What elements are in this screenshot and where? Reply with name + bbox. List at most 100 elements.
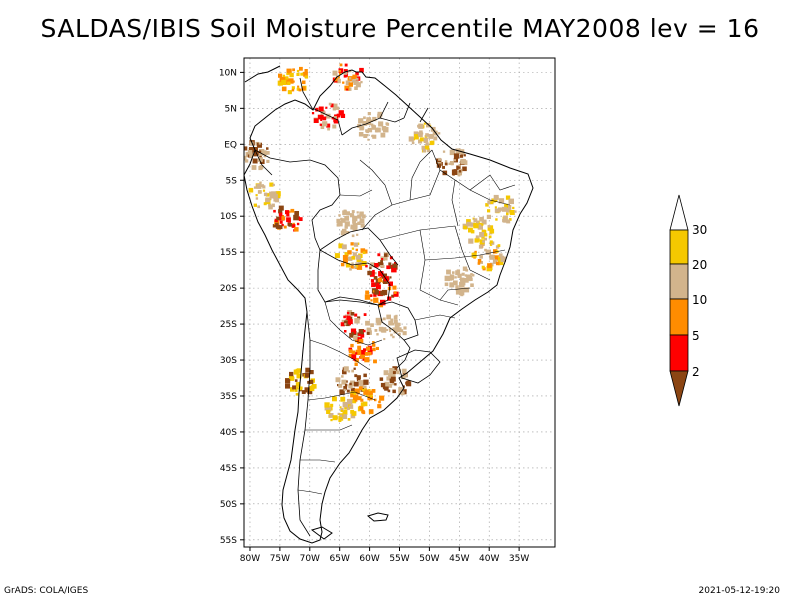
percentile-cell xyxy=(340,322,345,327)
percentile-cell xyxy=(332,70,338,76)
percentile-cell xyxy=(473,218,478,223)
percentile-cell xyxy=(337,412,340,415)
percentile-cell xyxy=(339,63,343,67)
graticule xyxy=(244,58,555,547)
percentile-cell xyxy=(253,203,257,207)
percentile-cell xyxy=(338,214,341,217)
percentile-cell xyxy=(354,357,359,363)
percentile-cell xyxy=(395,327,401,333)
percentile-cell xyxy=(498,259,504,266)
percentile-cell xyxy=(458,163,462,167)
percentile-cell xyxy=(344,216,350,221)
percentile-cell xyxy=(371,134,374,138)
border-argentina-bolivia xyxy=(324,299,379,306)
percentile-cell xyxy=(383,276,389,282)
percentile-cell xyxy=(325,113,331,119)
percentile-cell xyxy=(297,85,300,88)
percentile-cell xyxy=(355,262,359,266)
percentile-cell xyxy=(349,77,352,80)
percentile-cell xyxy=(301,80,306,85)
percentile-cell xyxy=(358,380,364,386)
percentile-cell xyxy=(343,69,348,74)
percentile-cell xyxy=(330,403,334,407)
percentile-cell xyxy=(290,387,295,392)
percentile-cell xyxy=(444,160,448,163)
percentile-cell xyxy=(477,262,481,265)
percentile-cell xyxy=(338,415,344,421)
percentile-cell xyxy=(353,242,359,247)
percentile-cell xyxy=(341,375,344,378)
percentile-cell xyxy=(294,389,298,392)
percentile-cell xyxy=(426,123,431,128)
percentile-cell xyxy=(338,70,341,73)
percentile-cell xyxy=(255,194,258,197)
lat-tick-label: 35S xyxy=(220,392,237,402)
percentile-cell xyxy=(362,357,366,361)
percentile-cell xyxy=(274,220,280,225)
percentile-cell xyxy=(285,378,291,384)
percentile-cell xyxy=(370,299,373,302)
percentile-cell xyxy=(347,418,351,421)
percentile-cell xyxy=(348,403,351,406)
percentile-cell xyxy=(351,79,356,83)
border-colombia-venezuela xyxy=(299,77,343,136)
percentile-cell xyxy=(350,393,354,398)
percentile-cell xyxy=(395,314,398,318)
percentile-cell xyxy=(345,402,351,408)
percentile-cell xyxy=(394,262,397,265)
percentile-cell xyxy=(344,221,350,227)
percentile-cell xyxy=(275,222,279,227)
percentile-cell xyxy=(277,191,280,194)
percentile-cell xyxy=(340,262,345,267)
percentile-cell xyxy=(356,211,359,214)
percentile-cell xyxy=(394,322,400,328)
lon-tick-label: 70W xyxy=(300,554,320,564)
percentile-cell xyxy=(448,162,451,165)
percentile-cell xyxy=(491,198,496,203)
percentile-cell xyxy=(336,78,341,84)
percentile-cell xyxy=(350,380,355,386)
percentile-cell xyxy=(371,282,376,288)
percentile-cell xyxy=(421,132,424,135)
percentile-cell xyxy=(352,215,355,218)
percentile-cell xyxy=(249,153,253,158)
percentile-cell xyxy=(351,210,355,213)
percentile-cell xyxy=(343,71,348,75)
percentile-cell xyxy=(244,155,247,161)
percentile-cell xyxy=(351,262,354,265)
percentile-cell xyxy=(423,122,426,125)
percentile-cell xyxy=(249,147,255,153)
grads-credit: GrADS: COLA/IGES xyxy=(4,586,89,596)
percentile-cell xyxy=(378,400,381,404)
border-guianas xyxy=(379,101,429,123)
percentile-cell xyxy=(498,253,503,258)
percentile-cell xyxy=(275,224,280,229)
percentile-cell xyxy=(336,218,341,224)
percentile-cell xyxy=(353,413,356,416)
percentile-cell xyxy=(350,343,354,348)
region-mato-grosso xyxy=(365,252,398,280)
percentile-cell xyxy=(296,87,300,91)
percentile-cell xyxy=(453,280,458,286)
percentile-cell xyxy=(374,329,378,332)
percentile-cell xyxy=(355,254,361,260)
percentile-cell xyxy=(377,277,383,283)
percentile-cell xyxy=(298,88,302,92)
tierra-del-fuego-coastline xyxy=(310,526,333,540)
percentile-cell xyxy=(343,320,350,326)
region-bahia xyxy=(462,216,495,246)
percentile-cell xyxy=(355,339,358,343)
border-argentina-brazil xyxy=(396,339,411,369)
percentile-cell xyxy=(354,313,358,317)
percentile-cell xyxy=(506,208,510,213)
lon-tick-label: 80W xyxy=(240,554,260,564)
percentile-cell xyxy=(366,130,369,134)
percentile-cell xyxy=(460,159,466,165)
percentile-cell xyxy=(433,136,438,141)
percentile-cell xyxy=(344,252,349,257)
percentile-cell xyxy=(359,387,363,391)
percentile-cell xyxy=(344,85,350,91)
percentile-cell xyxy=(396,370,400,375)
percentile-cell xyxy=(376,284,381,290)
percentile-cell xyxy=(465,268,468,272)
